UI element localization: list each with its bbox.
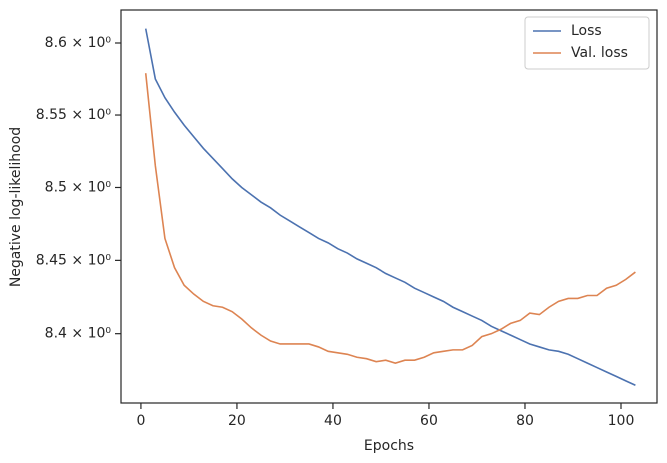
line-series [144, 28, 636, 386]
y-tick-label: 8.6 × 10⁰ [45, 35, 112, 51]
x-tick-label: 100 [608, 413, 635, 429]
legend-label: Loss [571, 23, 602, 39]
x-tick-label: 20 [228, 413, 246, 429]
legend-label: Val. loss [571, 45, 628, 61]
x-axis-label: Epochs [364, 438, 414, 454]
y-tick-label: 8.4 × 10⁰ [45, 326, 112, 342]
x-tick-label: 80 [516, 413, 534, 429]
x-tick-label: 60 [420, 413, 438, 429]
line-series [144, 73, 636, 364]
plot-frame [120, 9, 658, 404]
y-tick-label: 8.5 × 10⁰ [45, 179, 112, 195]
y-tick-label: 8.45 × 10⁰ [36, 252, 112, 268]
x-tick-label: 0 [136, 413, 145, 429]
x-tick-label: 40 [324, 413, 342, 429]
y-tick-label: 8.55 × 10⁰ [36, 107, 112, 123]
y-axis-label: Negative log-likelihood [8, 127, 24, 287]
legend-box [524, 16, 650, 70]
